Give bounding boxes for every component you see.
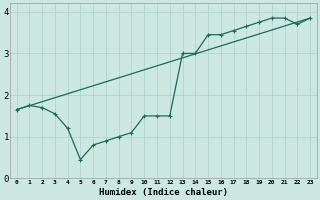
X-axis label: Humidex (Indice chaleur): Humidex (Indice chaleur) [99, 188, 228, 197]
